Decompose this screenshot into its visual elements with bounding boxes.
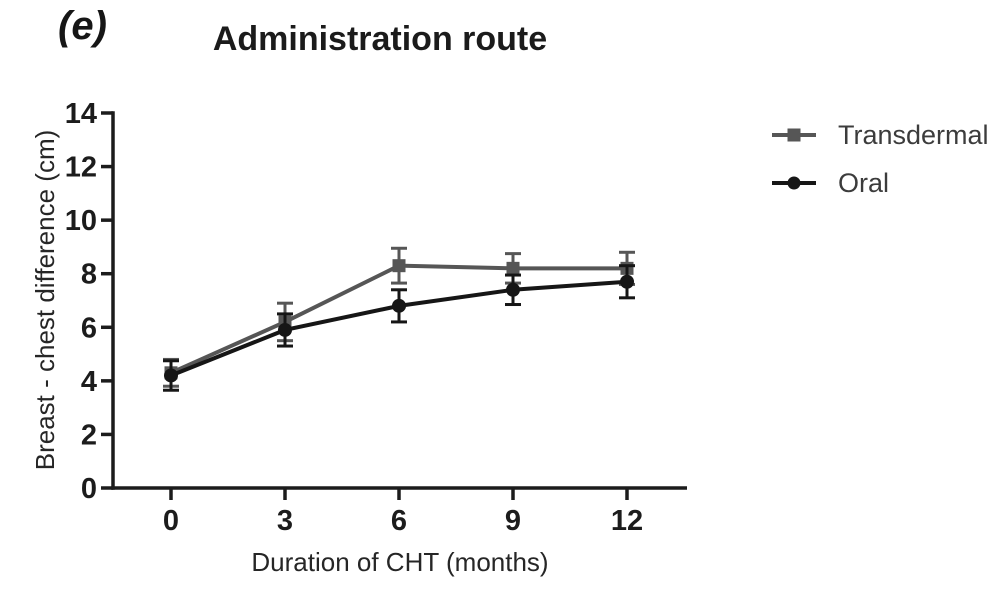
y-tick-label: 6: [81, 312, 97, 344]
y-tick-label: 4: [81, 366, 97, 398]
y-tick-label: 10: [65, 205, 97, 237]
x-tick-label: 6: [391, 505, 407, 537]
transdermal-marker: [392, 259, 406, 273]
x-tick-label: 12: [611, 505, 643, 537]
y-tick-label: 12: [65, 152, 97, 184]
x-tick-label: 3: [277, 505, 293, 537]
legend: Transdermal Oral: [772, 119, 989, 198]
transdermal-marker: [506, 261, 520, 275]
x-axis-title: Duration of CHT (months): [251, 547, 549, 577]
x-tick-label: 0: [163, 505, 179, 537]
transdermal-square-marker-icon: [772, 128, 816, 142]
chart-title: Administration route: [212, 20, 548, 58]
legend-item-oral: Oral: [772, 167, 989, 198]
oral-circle-marker-icon: [772, 176, 816, 190]
legend-label-oral: Oral: [838, 167, 890, 198]
oral-marker: [620, 274, 634, 289]
x-tick-label: 9: [505, 505, 521, 537]
oral-marker: [278, 322, 292, 337]
y-tick-label: 8: [81, 259, 97, 291]
legend-label-transdermal: Transdermal: [838, 119, 989, 150]
y-tick-label: 14: [65, 98, 97, 130]
oral-marker: [392, 298, 406, 313]
y-tick-label: 0: [81, 473, 97, 505]
oral-marker: [164, 368, 178, 383]
figure-label: (e): [58, 4, 107, 48]
oral-marker: [506, 282, 520, 297]
y-tick-label: 2: [81, 419, 97, 451]
legend-item-transdermal: Transdermal: [772, 119, 989, 150]
